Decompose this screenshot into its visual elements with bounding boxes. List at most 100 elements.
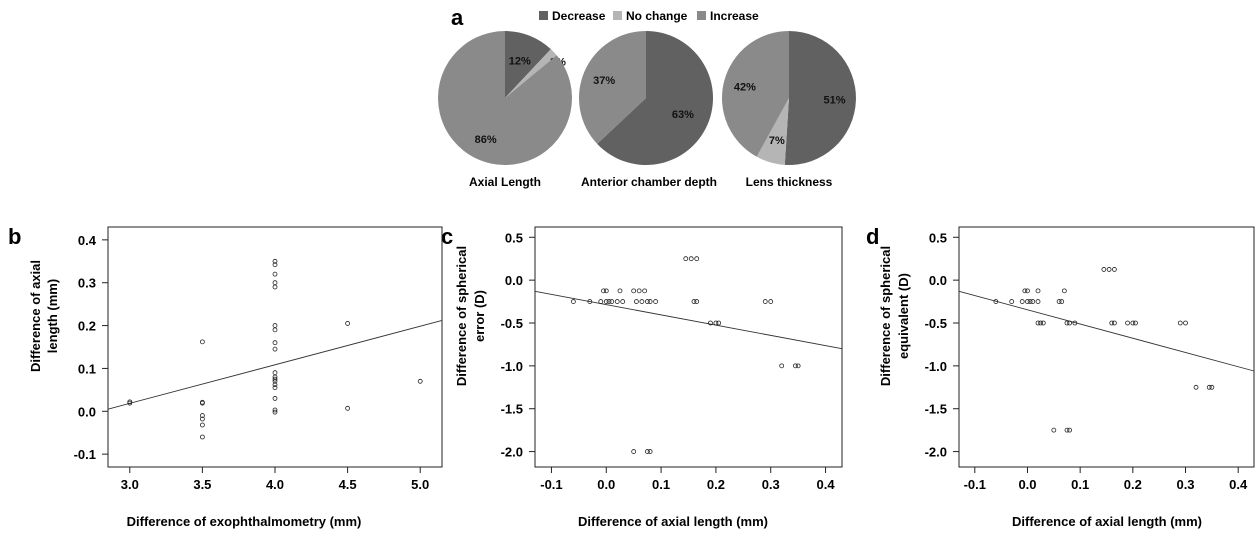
data-point bbox=[587, 299, 593, 304]
x-tick-label: -0.1 bbox=[540, 477, 562, 492]
data-point bbox=[272, 385, 278, 391]
pie-slice-label-decrease: 51% bbox=[823, 94, 845, 106]
data-point bbox=[1059, 299, 1065, 304]
data-point bbox=[779, 363, 785, 369]
pie-slice-label-decrease: 12% bbox=[509, 56, 531, 68]
data-point bbox=[272, 409, 278, 415]
y-tick-label: 0.0 bbox=[78, 404, 96, 419]
data-point bbox=[642, 288, 648, 294]
data-point bbox=[272, 382, 278, 388]
data-point bbox=[768, 299, 774, 304]
data-point bbox=[1025, 288, 1030, 294]
x-axis-label-b: Difference of exophthalmometry (mm) bbox=[127, 514, 362, 529]
data-point bbox=[1025, 299, 1030, 304]
x-tick-label: 4.0 bbox=[266, 477, 284, 492]
data-point bbox=[1206, 384, 1212, 390]
data-point bbox=[272, 280, 278, 286]
y-tick-label: 0.2 bbox=[78, 319, 96, 334]
pie-slice-decrease bbox=[784, 31, 856, 165]
plot-frame bbox=[958, 226, 1255, 468]
data-point bbox=[1040, 320, 1046, 326]
data-point bbox=[644, 299, 650, 304]
data-point bbox=[345, 321, 351, 326]
panel-label-d: d bbox=[866, 224, 879, 249]
data-point bbox=[1064, 427, 1070, 433]
x-tick-label: 0.1 bbox=[1071, 477, 1089, 492]
pie-slice-label-decrease: 63% bbox=[672, 109, 694, 121]
data-point bbox=[1133, 320, 1138, 326]
pie-title-anterior-chamber-depth: Anterior chamber depth bbox=[581, 175, 717, 189]
data-point bbox=[1056, 299, 1062, 304]
data-point bbox=[272, 346, 278, 352]
data-point bbox=[598, 299, 604, 304]
pie-slice-decrease bbox=[597, 31, 714, 166]
scatter-panel-b: Difference of axial length (mm) Differen… bbox=[28, 226, 443, 529]
y-tick-label: -0.5 bbox=[925, 316, 947, 331]
data-point bbox=[1112, 320, 1117, 326]
data-point bbox=[691, 299, 697, 304]
regression-line bbox=[958, 290, 1255, 372]
data-point bbox=[683, 256, 689, 262]
scatter-panel-d: Difference of spherical equivalent (D) D… bbox=[878, 226, 1255, 529]
y-tick-label: -1.0 bbox=[925, 359, 947, 374]
pie-chart-axial-length: 12%2%86% bbox=[437, 30, 572, 165]
data-point bbox=[1035, 288, 1041, 294]
pie-slice-increase bbox=[437, 30, 572, 165]
data-point bbox=[272, 258, 278, 264]
y-tick-label: 0.0 bbox=[929, 273, 947, 288]
data-point bbox=[127, 400, 133, 406]
x-tick-label: 0.2 bbox=[707, 477, 725, 492]
data-point bbox=[570, 299, 576, 304]
data-point bbox=[272, 376, 278, 382]
y-tick-label: -1.5 bbox=[501, 402, 523, 417]
data-point bbox=[345, 405, 351, 411]
data-point bbox=[694, 299, 700, 304]
data-point bbox=[1019, 299, 1025, 304]
scatter-panel-c: Difference of spherical error (D) Differ… bbox=[454, 226, 843, 529]
data-point bbox=[1061, 288, 1067, 294]
data-point bbox=[609, 299, 615, 304]
y-tick-label: -0.1 bbox=[74, 447, 96, 462]
data-point bbox=[1067, 427, 1073, 433]
pie-slice-label-increase: 37% bbox=[593, 75, 615, 87]
x-tick-label: 0.3 bbox=[762, 477, 780, 492]
y-tick-label: -0.5 bbox=[501, 316, 523, 331]
panel-label-b: b bbox=[8, 224, 21, 249]
x-tick-label: 0.0 bbox=[597, 477, 615, 492]
pie-slice-label-increase: 86% bbox=[475, 134, 497, 146]
y-axis-label-c-line2: error (D) bbox=[472, 290, 487, 342]
data-point bbox=[716, 320, 722, 326]
data-point bbox=[1064, 320, 1070, 326]
x-axis-label-c: Difference of axial length (mm) bbox=[578, 514, 768, 529]
data-point bbox=[1193, 384, 1199, 390]
data-point bbox=[417, 378, 423, 384]
data-point bbox=[708, 320, 713, 326]
pie-slice-decrease bbox=[505, 31, 551, 98]
panel-label-c: c bbox=[441, 224, 453, 249]
data-point bbox=[199, 400, 205, 406]
data-point bbox=[713, 320, 719, 326]
data-point bbox=[272, 284, 278, 290]
data-point bbox=[1035, 320, 1041, 326]
y-axis-label-d-line2: equivalent (D) bbox=[896, 273, 911, 359]
x-tick-label: 0.0 bbox=[1018, 477, 1036, 492]
data-point bbox=[1125, 320, 1130, 326]
data-point bbox=[272, 271, 278, 277]
legend-swatch-no-change bbox=[613, 11, 622, 20]
y-tick-label: 0.4 bbox=[78, 233, 97, 248]
data-point bbox=[617, 288, 623, 294]
data-point bbox=[694, 256, 700, 262]
data-point bbox=[1072, 320, 1078, 326]
data-point bbox=[1209, 384, 1215, 390]
x-tick-label: -0.1 bbox=[964, 477, 986, 492]
pie-legend: Decrease No change Increase bbox=[539, 9, 759, 23]
data-point bbox=[647, 449, 653, 454]
data-point bbox=[795, 363, 801, 369]
y-axis-label-b-line1: Difference of axial bbox=[28, 260, 43, 372]
y-axis-label-c-line1: Difference of spherical bbox=[454, 246, 469, 386]
panel-label-a: a bbox=[451, 5, 464, 30]
x-tick-label: 4.5 bbox=[339, 477, 357, 492]
data-point bbox=[199, 416, 205, 422]
data-point bbox=[272, 323, 278, 328]
data-point bbox=[1027, 299, 1033, 304]
